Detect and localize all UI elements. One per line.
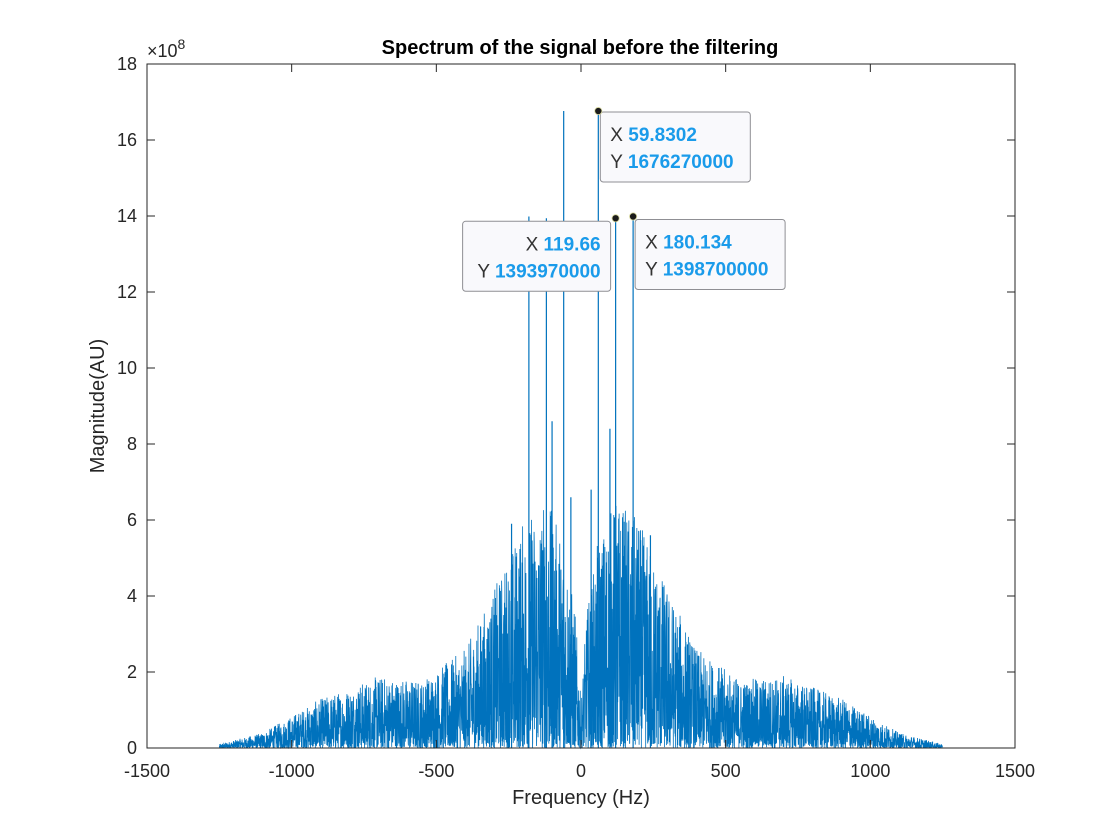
y-exponent-base: ×10 [147,41,178,61]
datatip-x-value: 59.8302 [628,125,697,146]
datatip-y-value: 1393970000 [495,261,601,282]
spectrum-series-line [218,505,943,750]
datatip-y-row: Y 1393970000 [477,261,600,282]
datatip-y-key: Y [645,259,663,280]
y-tick-label: 0 [127,738,137,758]
datatip-x-value: 180.134 [663,232,732,253]
chart-title: Spectrum of the signal before the filter… [382,37,779,59]
y-axis-label: Magnitude(AU) [87,339,109,474]
datatip-box [462,220,612,292]
datatip-y-value: 1676270000 [628,152,734,173]
y-tick-label: 12 [117,282,137,302]
datatip-box [599,111,751,183]
datatip-box [634,218,786,290]
x-axis: -1500 -1000 -500 0 500 1000 1500 [124,64,1035,781]
x-tick-label: -1000 [269,761,315,781]
x-tick-label: 1000 [850,761,890,781]
datatip-x-key: X [526,234,544,255]
datatip-marker[interactable] [611,214,620,223]
datatip-y-key: Y [477,261,495,282]
y-exponent-label: ×108 [147,36,186,61]
y-tick-label: 10 [117,358,137,378]
datatip-marker[interactable] [594,107,603,116]
y-tick-label: 8 [127,434,137,454]
datatip-x-row: X 59.8302 [610,125,697,146]
series-layer [218,111,943,750]
y-tick-label: 6 [127,510,137,530]
x-tick-label: -1500 [124,761,170,781]
x-tick-label: 1500 [995,761,1035,781]
datatip-x-row: X 180.134 [645,232,732,253]
y-tick-label: 14 [117,206,137,226]
datatip-x-key: X [610,125,628,146]
y-axis: 0 2 4 6 8 10 12 14 16 18 [117,54,1015,758]
datatip-y-row: Y 1398700000 [645,259,768,280]
y-tick-label: 2 [127,662,137,682]
datatip-x-key: X [645,232,663,253]
x-axis-label: Frequency (Hz) [512,787,650,809]
datatip-y-key: Y [610,152,628,173]
y-exponent-power: 8 [178,36,186,52]
y-tick-label: 16 [117,130,137,150]
y-tick-label: 4 [127,586,137,606]
x-tick-label: -500 [418,761,454,781]
datatip-y-row: Y 1676270000 [610,152,733,173]
datatip-x-row: X 119.66 [526,234,601,255]
x-tick-label: 0 [576,761,586,781]
datatip-y-value: 1398700000 [663,259,769,280]
datatip-marker[interactable] [629,212,638,221]
datatip[interactable]: X 119.66 Y 1393970000 [462,214,620,292]
datatip-x-value: 119.66 [544,234,601,255]
x-tick-label: 500 [711,761,741,781]
y-tick-label: 18 [117,54,137,74]
